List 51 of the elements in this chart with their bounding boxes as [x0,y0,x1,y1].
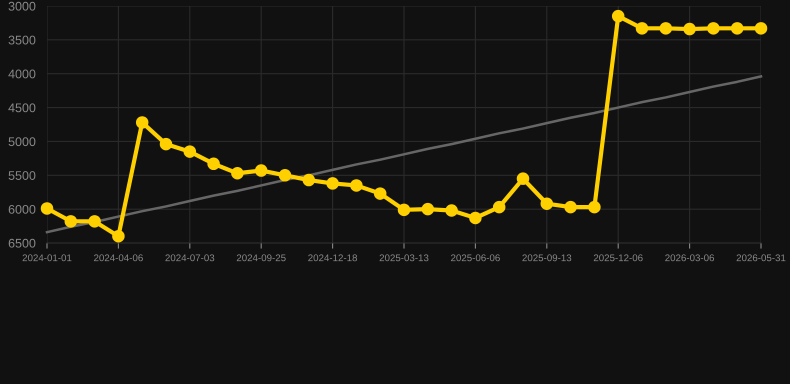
point [88,215,101,228]
x-tick-label: 2025-12-06 [594,254,643,262]
line-series [46,75,762,234]
x-tick-label: 2026-05-31 [736,254,786,262]
point [730,22,744,35]
point [492,200,506,214]
point [207,158,220,170]
x-tick-label: 2026-03-06 [665,254,714,262]
point [374,187,386,200]
x-tick-label: 2024-07-03 [165,254,214,262]
point [445,204,458,217]
point [660,22,672,35]
y-tick-label: 5500 [8,171,36,180]
point [398,204,410,216]
y-tick-label: 3000 [8,2,36,11]
point [184,145,196,158]
point [254,164,268,177]
point [302,174,316,186]
point [422,202,434,216]
point [754,22,768,35]
point [136,116,148,129]
x-tick-label: 2024-04-06 [94,254,143,262]
x-tick-label: 2024-12-18 [308,254,358,262]
y-tick-label: 3500 [8,36,36,45]
point [112,230,125,242]
y-tick-label: 4000 [8,70,36,78]
x-tick-label: 2025-03-13 [380,254,428,262]
point [64,215,78,228]
x-tick-label: 2025-09-13 [522,254,572,262]
y-tick-label: 6000 [8,204,36,214]
point [469,212,482,224]
point [707,22,720,35]
point [278,169,292,182]
point [326,177,339,190]
point [516,172,530,185]
point [612,10,624,22]
point [231,167,244,180]
y-tick-label: 4500 [8,103,36,112]
y-tick-label: 5000 [8,137,36,146]
point [636,22,648,35]
x-tick-label: 2024-09-25 [236,254,286,262]
x-tick-label: 2025-06-06 [451,254,500,262]
x-tick-label: 2024-01-01 [22,254,72,262]
point [588,200,601,214]
point [350,179,363,192]
y-tick-label: 6500 [8,238,36,248]
point [683,22,696,36]
point [564,200,577,214]
point [40,202,54,215]
point [160,138,172,150]
point [540,197,554,210]
